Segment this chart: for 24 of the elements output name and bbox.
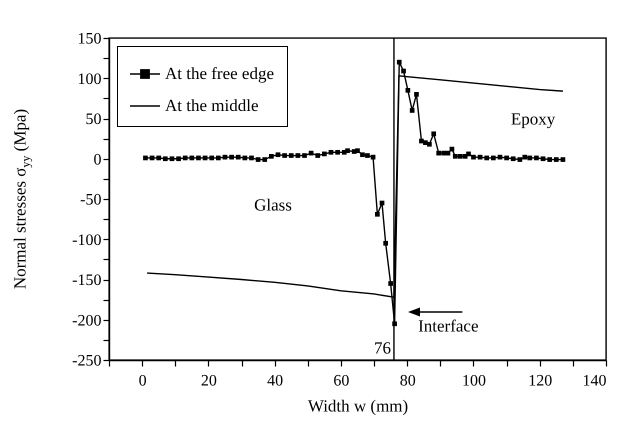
x-tick-label: 120 xyxy=(528,372,552,390)
y-tick-label: 100 xyxy=(78,70,102,88)
x-tick-label: 100 xyxy=(462,372,486,390)
y-tick-label: -200 xyxy=(72,312,102,330)
y-tick-label: -50 xyxy=(80,192,102,208)
annotation: Interface xyxy=(418,316,478,336)
y-tick-label: -150 xyxy=(72,272,102,289)
x-tick-label: 20 xyxy=(200,372,217,390)
x-tick-label: 140 xyxy=(582,372,606,390)
y-tick-label: 150 xyxy=(78,30,102,48)
y-tick-label: 0 xyxy=(94,151,102,168)
x-tick-label: 60 xyxy=(333,372,350,390)
y-tick-label: 50 xyxy=(86,111,102,128)
y-tick-label: -100 xyxy=(72,232,102,249)
y-tick-label: -250 xyxy=(72,352,102,370)
annotation: Glass xyxy=(254,195,292,214)
x-tick-label: 40 xyxy=(267,372,284,390)
x-tick-label: 0 xyxy=(138,372,147,390)
legend-label: At the free edge xyxy=(165,64,274,83)
annotation: Epoxy xyxy=(510,109,556,128)
ref-line-label: 76 xyxy=(374,338,391,358)
x-axis-title: Width w (mm) xyxy=(308,396,408,416)
x-tick-label: 80 xyxy=(400,372,416,390)
legend-label: At the middle xyxy=(165,96,258,115)
